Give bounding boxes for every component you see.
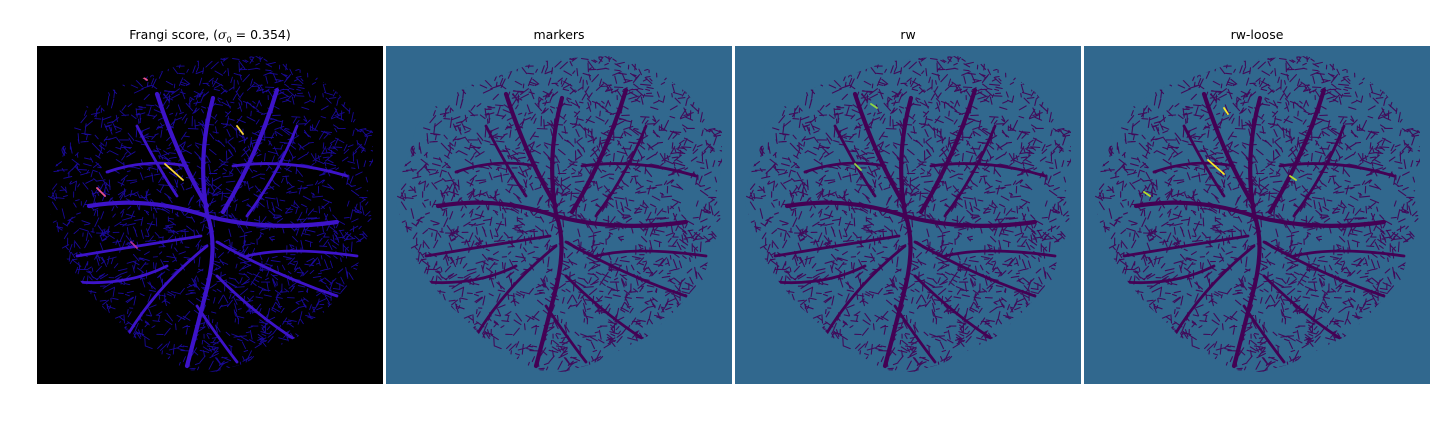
bright-vessel-segment (164, 163, 184, 181)
vessel (154, 91, 210, 209)
vessel (533, 95, 565, 369)
rw-loose-image (1084, 46, 1430, 384)
vessel (503, 91, 559, 209)
bright-vessel-segment (1207, 159, 1225, 175)
bright-vessel-segment (1143, 191, 1151, 197)
retina-svg (386, 46, 732, 384)
vessel (784, 200, 1038, 228)
vessel (105, 161, 189, 174)
vessel (544, 304, 588, 364)
markers-image (386, 46, 732, 384)
vessel (1267, 87, 1327, 215)
vessel (1201, 91, 1257, 209)
vessel-tree (773, 87, 1057, 369)
vessel (75, 234, 203, 258)
bright-vessel-segment (236, 125, 244, 135)
retina-svg (735, 46, 1081, 384)
vessel (913, 240, 1037, 298)
vessel (135, 124, 179, 198)
vessel (435, 200, 689, 228)
vessel (803, 161, 887, 174)
panel-title-frangi: Frangi score, (σ0 = 0.354) (129, 27, 291, 45)
frangi-score-image (37, 46, 383, 384)
vessel (564, 240, 688, 298)
retina-region (1094, 56, 1420, 372)
vessel (424, 264, 518, 285)
vessel (1231, 95, 1263, 369)
vessel (1122, 234, 1250, 258)
bright-vessel-segment (854, 163, 862, 171)
vessel (1292, 249, 1406, 258)
vessel (1172, 244, 1256, 338)
vessel (184, 95, 216, 369)
vessel (564, 274, 650, 344)
vessel (1292, 124, 1346, 218)
retina-region (396, 56, 722, 372)
vessel (580, 162, 698, 178)
vessel (220, 87, 280, 215)
vessel (893, 304, 937, 364)
bright-vessel-segment (870, 103, 878, 109)
panel-title-rw-loose: rw-loose (1230, 27, 1284, 42)
vessel (852, 91, 908, 209)
vessel (569, 87, 629, 215)
vessel (943, 124, 997, 218)
vessel (594, 249, 708, 258)
vessel (86, 200, 340, 228)
vessel (245, 249, 359, 258)
vessel (1262, 274, 1348, 344)
retina-svg (1084, 46, 1430, 384)
rw-image (735, 46, 1081, 384)
vessel (454, 161, 538, 174)
vessel (75, 264, 169, 285)
panel-title-markers: markers (533, 27, 585, 42)
vessel (823, 244, 907, 338)
vessel (1122, 264, 1216, 285)
vessel (195, 304, 239, 364)
vessel (943, 249, 1057, 258)
vessel (918, 87, 978, 215)
vessel (773, 264, 867, 285)
vessel (1278, 162, 1396, 178)
vessel (474, 244, 558, 338)
vessel (773, 234, 901, 258)
vessel (913, 274, 999, 344)
retina-svg (37, 46, 383, 384)
vessel (1182, 124, 1226, 198)
vessel-tree (424, 87, 708, 369)
vessel (245, 124, 299, 218)
retina-region (47, 56, 373, 372)
bright-vessel-segment (130, 241, 138, 249)
vessel (231, 162, 349, 178)
vessel-tree (75, 87, 359, 369)
vessel (594, 124, 648, 218)
vessel (484, 124, 528, 198)
vessel (1242, 304, 1286, 364)
vessel (1133, 200, 1387, 228)
vessel (215, 274, 301, 344)
vessel (882, 95, 914, 369)
vessel (929, 162, 1047, 178)
retina-region (745, 56, 1071, 372)
panel-title-rw: rw (900, 27, 916, 42)
vessel (125, 244, 209, 338)
bright-vessel-segment (96, 187, 106, 197)
vessel (215, 240, 339, 298)
bright-vessel-segment (1223, 107, 1229, 115)
vessel (424, 234, 552, 258)
vessel-tree (1122, 87, 1406, 369)
vessel (1262, 240, 1386, 298)
vessel (1152, 161, 1236, 174)
bright-vessel-segment (1289, 175, 1297, 181)
